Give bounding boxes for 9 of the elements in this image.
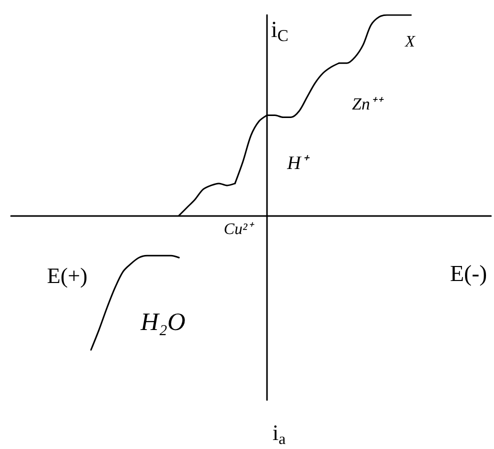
series-label: H₂O	[140, 309, 186, 336]
series-label: X	[404, 34, 416, 50]
annotation: E(+)	[47, 262, 88, 288]
text: i$_{a}$	[272, 420, 286, 448]
x-axis-title: E(-)	[450, 260, 488, 286]
text: Zn⁺⁺	[352, 94, 384, 114]
text: Cu²⁺	[224, 220, 256, 238]
text: H⁺	[286, 152, 310, 174]
y-axis-title: i$_{C}$	[271, 17, 288, 46]
